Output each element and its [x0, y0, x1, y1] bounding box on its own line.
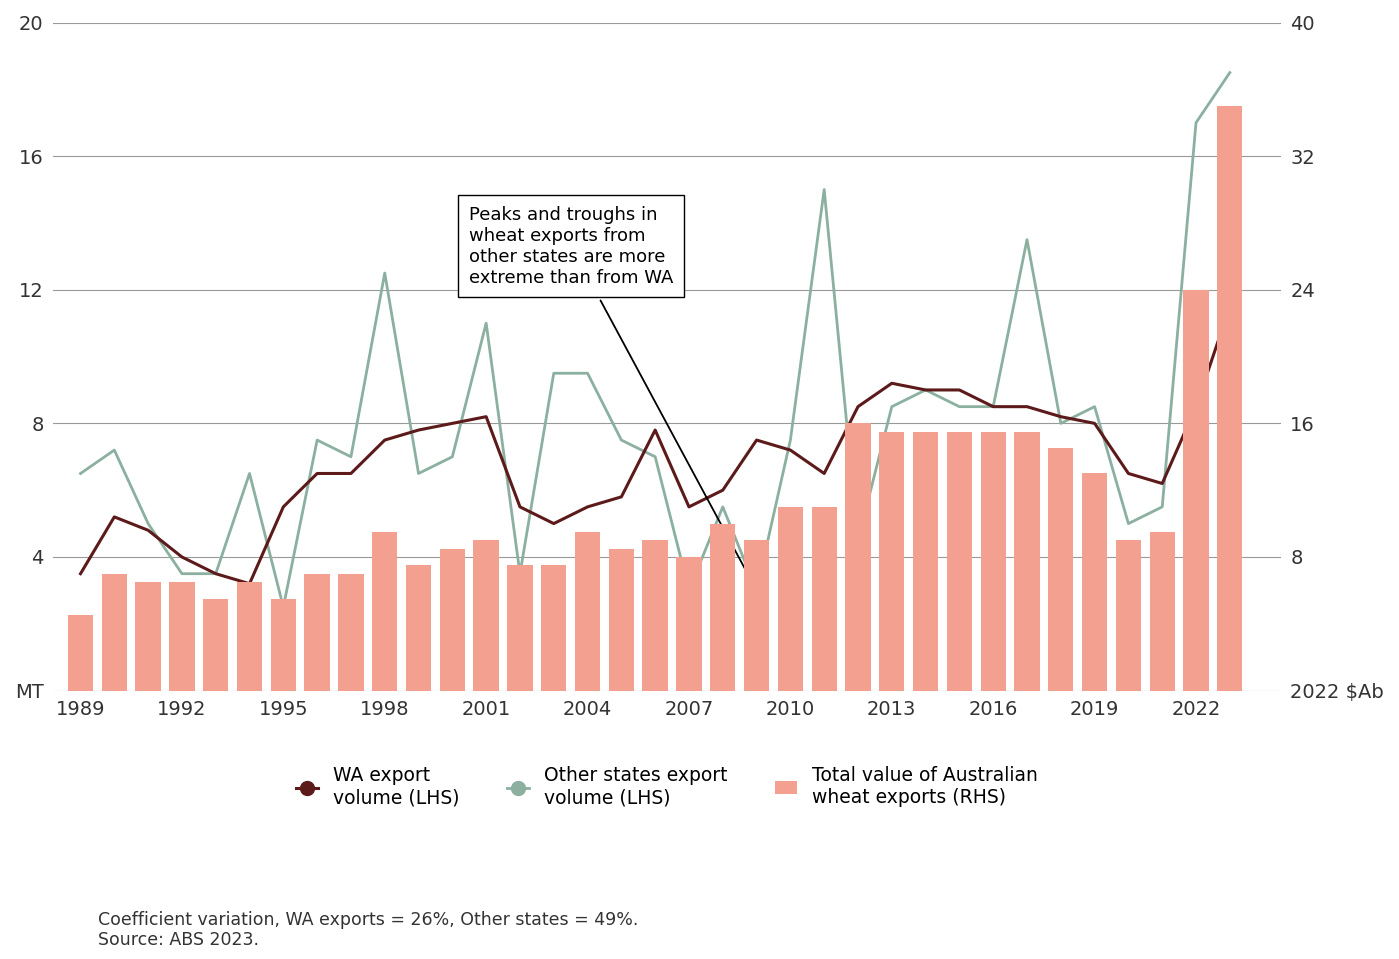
Bar — [1048, 449, 1073, 690]
Bar — [778, 507, 803, 690]
Bar — [541, 566, 567, 690]
Bar — [642, 540, 667, 690]
Text: Coefficient variation, WA exports = 26%, Other states = 49%.
Source: ABS 2023.: Coefficient variation, WA exports = 26%,… — [98, 911, 638, 949]
Bar — [914, 432, 939, 690]
Bar — [136, 582, 161, 690]
Bar — [1116, 540, 1142, 690]
Legend: WA export
volume (LHS), Other states export
volume (LHS), Total value of Austral: WA export volume (LHS), Other states exp… — [288, 759, 1045, 815]
Bar — [102, 573, 127, 690]
Bar — [473, 540, 499, 690]
Bar — [203, 598, 228, 690]
Bar — [236, 582, 262, 690]
Bar — [67, 616, 94, 690]
Bar — [947, 432, 972, 690]
Bar — [575, 532, 600, 690]
Bar — [372, 532, 397, 690]
Bar — [406, 566, 431, 690]
Bar — [981, 432, 1006, 690]
Bar — [811, 507, 837, 690]
Text: Peaks and troughs in
wheat exports from
other states are more
extreme than from : Peaks and troughs in wheat exports from … — [469, 206, 754, 586]
Bar — [508, 566, 533, 690]
Bar — [270, 598, 297, 690]
Bar — [339, 573, 364, 690]
Bar — [1184, 290, 1209, 690]
Bar — [169, 582, 194, 690]
Bar — [711, 524, 736, 690]
Bar — [1081, 474, 1107, 690]
Bar — [845, 423, 870, 690]
Bar — [879, 432, 905, 690]
Bar — [744, 540, 769, 690]
Bar — [1014, 432, 1039, 690]
Bar — [1150, 532, 1175, 690]
Bar — [676, 557, 702, 690]
Bar — [1217, 106, 1242, 690]
Bar — [609, 549, 634, 690]
Bar — [439, 549, 464, 690]
Bar — [305, 573, 330, 690]
